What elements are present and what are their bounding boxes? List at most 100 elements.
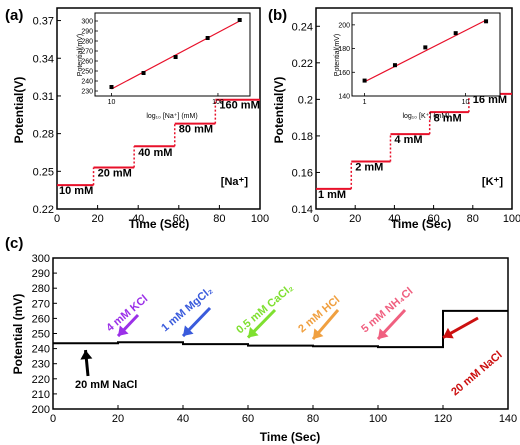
panel-a-inset-xlabel: log₁₀ [Na⁺] (mM): [146, 113, 197, 120]
inset-point: [109, 85, 114, 89]
x-tick-label: 100: [503, 213, 520, 225]
y-tick-label: 0.37: [33, 16, 54, 28]
panel-a-xlabel: Time (Sec): [129, 217, 189, 231]
y-tick-label: 300: [32, 253, 50, 265]
annotation: 4 mM KCl: [104, 293, 150, 338]
annotation-arrow-head: [378, 328, 389, 340]
x-tick-label: 120: [434, 413, 452, 425]
inset-point: [173, 55, 178, 59]
annotation-label: 20 mM NaCl: [75, 379, 137, 391]
y-tick-label: 280: [32, 283, 50, 295]
step-label: 8 mM: [434, 112, 462, 124]
inset-y-tick-label: 290: [81, 29, 93, 36]
panel-b-xlabel: Time (Sec): [391, 217, 451, 231]
panel-b-inset-xlabel: log₁₀ [K⁺] (mM): [402, 113, 449, 120]
y-tick-label: 0.34: [33, 53, 54, 65]
step-label: 16 mM: [473, 94, 507, 106]
panel-a-series: [57, 98, 260, 187]
x-tick-label: 140: [499, 413, 517, 425]
annotation-arrow-head: [118, 325, 129, 337]
y-tick-label: 0.22: [292, 58, 313, 70]
y-tick-label: 260: [32, 313, 50, 325]
panel-c-xlabel: Time (Sec): [260, 430, 320, 444]
y-tick-label: 0.24: [292, 21, 313, 33]
panel-b-ion-label: [K⁺]: [482, 176, 503, 188]
series-line: [53, 309, 508, 349]
annotation-arrow-head: [183, 325, 194, 337]
inset-point: [141, 71, 146, 75]
panel-a-inset-ylabel: Potential(mV): [77, 34, 84, 76]
panel-c-series: [53, 309, 508, 349]
annotation-arrow-head: [313, 328, 324, 340]
x-tick-label: 80: [213, 213, 225, 225]
panel-c: (c) Potential (mV) Time (Sec) 0 20 40 60 80 1…: [5, 235, 517, 444]
y-tick-label: 250: [32, 329, 50, 341]
inset-y-tick-label: 250: [81, 69, 93, 76]
x-tick-label: 60: [427, 213, 439, 225]
panel-a-label: (a): [5, 7, 23, 24]
y-tick-label: 0.28: [33, 129, 54, 141]
panel-b-inset-ylabel: Potential(mV): [334, 34, 341, 76]
step-label: 2 mM: [355, 162, 383, 174]
x-tick-label: 80: [467, 213, 479, 225]
panel-a-ylabel: Potential(V): [12, 77, 26, 144]
panel-b-ticks: 0 20 40 60 80 100 0.14 0.16 0.18 0.2 0.22 0.24: [292, 21, 520, 225]
inset-y-tick-label: 200: [338, 22, 350, 29]
panel-b-label: (b): [268, 7, 287, 24]
inset-y-tick-label: 140: [338, 94, 350, 101]
x-tick-label: 0: [313, 213, 319, 225]
inset-x-tick-label: 1: [363, 99, 367, 106]
inset-point: [392, 63, 397, 68]
inset-x-tick-label: 10: [108, 99, 116, 106]
step-label: 1 mM: [318, 189, 346, 201]
panel-a-inset: Potential(mV) log₁₀ [Na⁺] (mM) 10 100 230 2…: [77, 12, 251, 120]
step-label: 80 mM: [179, 123, 213, 135]
annotation: 20 mM NaCl: [442, 316, 505, 398]
annotation: 0.5 mM CaCl₂: [234, 282, 296, 339]
y-tick-label: 290: [32, 268, 50, 280]
inset-fit-line: [364, 19, 487, 83]
panel-a-inset-points: [109, 18, 242, 89]
x-tick-label: 40: [132, 213, 144, 225]
inset-y-tick-label: 180: [338, 46, 350, 53]
x-tick-label: 20: [91, 213, 103, 225]
y-tick-label: 0.14: [292, 204, 313, 216]
annotation: 20 mM NaCl: [75, 349, 137, 391]
inset-y-tick-label: 270: [81, 49, 93, 56]
panel-b-ylabel: Potential(V): [272, 77, 286, 144]
step-label: 20 mM: [98, 167, 132, 179]
x-tick-label: 0: [54, 213, 60, 225]
y-tick-label: 240: [32, 344, 50, 356]
annotation-arrow-head: [80, 350, 93, 360]
x-tick-label: 20: [349, 213, 361, 225]
y-tick-label: 0.22: [33, 204, 54, 216]
panel-a-step-labels: 10 mM 20 mM 40 mM 80 mM 160 mM: [59, 100, 260, 197]
panel-b-inset-ticks: 1 10 140 160 180 200: [338, 22, 469, 106]
inset-y-tick-label: 260: [81, 59, 93, 66]
x-tick-label: 20: [112, 413, 124, 425]
x-tick-label: 80: [307, 413, 319, 425]
step-label: 40 mM: [138, 147, 172, 159]
panel-b-step-labels: 1 mM 2 mM 4 mM 8 mM 16 mM: [318, 94, 507, 201]
inset-x-tick-label: 100: [212, 99, 224, 106]
panel-b-inset-frame: [351, 12, 501, 97]
step-label: 160 mM: [219, 100, 259, 112]
annotation: 2 mM HCl: [296, 294, 342, 341]
panel-a-inset-ticks: 10 100 230 240 250 260 270 280 290 300: [81, 19, 224, 107]
inset-y-tick-label: 230: [81, 89, 93, 96]
panel-a-inset-frame: [94, 12, 251, 97]
y-tick-label: 0.25: [33, 166, 54, 178]
inset-y-tick-label: 300: [81, 19, 93, 26]
inset-y-tick-label: 280: [81, 39, 93, 46]
inset-point: [453, 31, 458, 36]
inset-y-tick-label: 240: [81, 79, 93, 86]
panel-c-ticks: 0 20 40 60 80 100 120 140 200 210 220 230 240 250 260 2…: [32, 253, 518, 425]
annotation: 5 mM NH₄Cl: [359, 285, 415, 341]
annotation-arrow-head: [248, 326, 259, 338]
inset-point: [423, 45, 428, 50]
panel-a-ticks: 0 20 40 60 80 100 0.22 0.25 0.28 0.31 0.34 0.37: [33, 16, 270, 225]
y-tick-label: 0.2: [298, 94, 313, 106]
panel-b-frame: [315, 7, 513, 210]
panel-b-inset: Potential(mV) log₁₀ [K⁺] (mM) 1 101401601…: [334, 12, 501, 120]
